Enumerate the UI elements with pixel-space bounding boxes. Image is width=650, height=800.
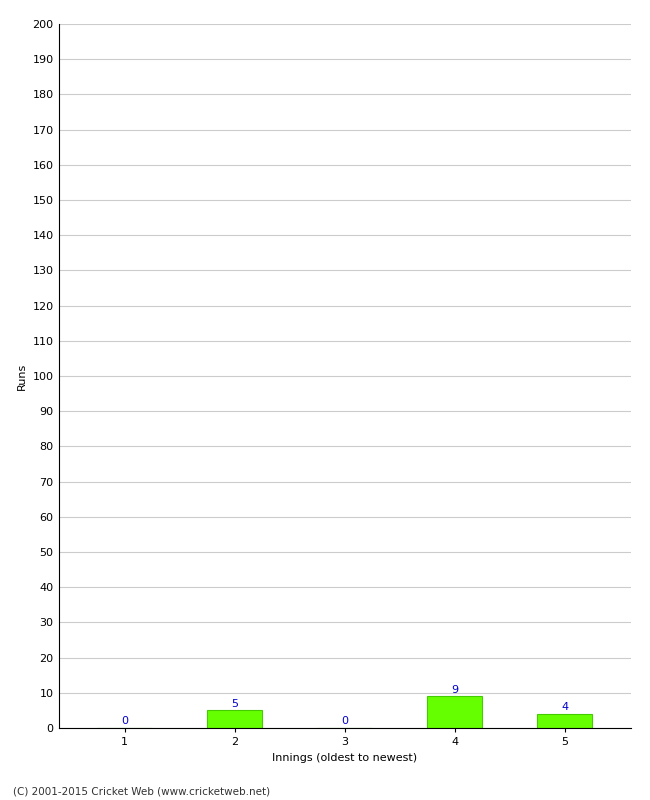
- Text: 0: 0: [121, 716, 128, 726]
- Text: 9: 9: [451, 685, 458, 694]
- Y-axis label: Runs: Runs: [17, 362, 27, 390]
- Text: 4: 4: [561, 702, 568, 712]
- Text: 5: 5: [231, 698, 238, 709]
- Text: (C) 2001-2015 Cricket Web (www.cricketweb.net): (C) 2001-2015 Cricket Web (www.cricketwe…: [13, 786, 270, 796]
- Bar: [537, 714, 592, 728]
- X-axis label: Innings (oldest to newest): Innings (oldest to newest): [272, 753, 417, 762]
- Text: 0: 0: [341, 716, 348, 726]
- Bar: [207, 710, 262, 728]
- Bar: [427, 696, 482, 728]
